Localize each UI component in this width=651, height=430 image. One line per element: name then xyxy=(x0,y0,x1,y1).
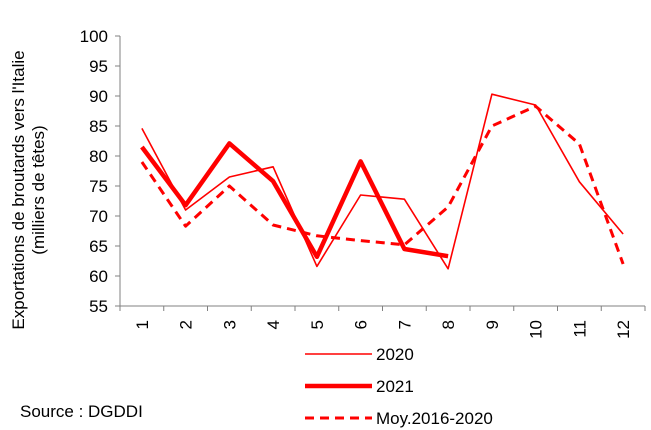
y-tick-label: 65 xyxy=(89,237,108,256)
x-tick-label: 10 xyxy=(527,320,546,339)
x-axis-ticks: 1 2 3 4 5 6 7 8 9 10 11 12 xyxy=(119,306,646,339)
x-tick-label: 7 xyxy=(395,320,414,329)
y-axis-title-line2: (milliers de têtes) xyxy=(29,125,48,254)
y-tick-label: 80 xyxy=(89,147,108,166)
x-tick-label: 12 xyxy=(614,320,633,339)
x-tick-label: 5 xyxy=(308,320,327,329)
series-line-1 xyxy=(141,93,624,270)
legend-label: Moy.2016-2020 xyxy=(376,409,493,428)
x-tick-label: 3 xyxy=(220,320,239,329)
series-line-3 xyxy=(140,104,625,265)
legend: 2020 2021 Moy.2016-2020 xyxy=(305,345,493,428)
y-axis-title-line1: Exportations de broutards vers l'Italie xyxy=(9,50,28,329)
x-tick-label: 9 xyxy=(483,320,502,329)
y-tick-label: 60 xyxy=(89,267,108,286)
x-tick-label: 1 xyxy=(133,320,152,329)
x-tick-label: 4 xyxy=(264,320,283,329)
y-tick-label: 75 xyxy=(89,177,108,196)
series-lines xyxy=(140,93,625,270)
series-line-2 xyxy=(140,141,449,260)
source-note: Source : DGDDI xyxy=(20,402,143,421)
y-tick-label: 95 xyxy=(89,57,108,76)
x-tick-label: 6 xyxy=(352,320,371,329)
y-tick-label: 85 xyxy=(89,117,108,136)
y-tick-label: 100 xyxy=(80,27,108,46)
x-tick-label: 2 xyxy=(177,320,196,329)
y-tick-label: 70 xyxy=(89,207,108,226)
x-tick-label: 11 xyxy=(570,320,589,338)
y-tick-label: 90 xyxy=(89,87,108,106)
legend-label: 2020 xyxy=(376,345,414,364)
x-tick-label: 8 xyxy=(439,320,458,329)
y-axis-ticks: 55 60 65 70 75 80 85 90 95 100 xyxy=(80,27,120,316)
y-tick-label: 55 xyxy=(89,297,108,316)
legend-label: 2021 xyxy=(376,377,414,396)
